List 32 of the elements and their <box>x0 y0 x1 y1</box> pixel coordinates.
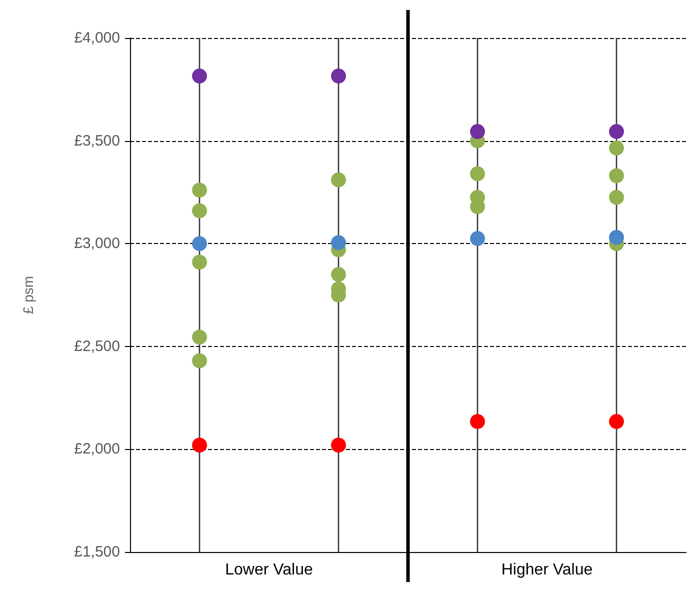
text: Lower Value <box>225 562 313 578</box>
point <box>609 168 624 184</box>
point <box>331 68 346 84</box>
y-tick-label: £3,000 <box>74 235 120 252</box>
point <box>331 235 346 250</box>
point <box>192 330 207 345</box>
point <box>192 68 207 84</box>
y-tick-label: £1,500 <box>74 544 120 560</box>
point <box>609 414 624 429</box>
point <box>470 124 485 140</box>
point <box>470 230 485 246</box>
y-tick-label: £4,000 <box>74 30 120 46</box>
y-tick-label: £3,500 <box>74 132 120 150</box>
point <box>192 254 207 270</box>
point <box>192 438 207 453</box>
point <box>331 266 346 282</box>
point <box>470 414 485 429</box>
point <box>192 203 207 218</box>
text: Higher Value <box>501 562 593 578</box>
point <box>609 124 624 140</box>
y-axis-title: £ psm <box>20 276 36 314</box>
point <box>192 236 207 252</box>
point <box>470 166 485 182</box>
point <box>331 172 346 188</box>
y-tick-label: £2,500 <box>74 338 120 355</box>
y-tick-label: £2,000 <box>74 440 120 458</box>
point <box>609 190 624 205</box>
point <box>192 182 207 198</box>
point <box>192 353 207 368</box>
point <box>609 230 624 245</box>
point <box>609 140 624 156</box>
point <box>331 438 346 453</box>
